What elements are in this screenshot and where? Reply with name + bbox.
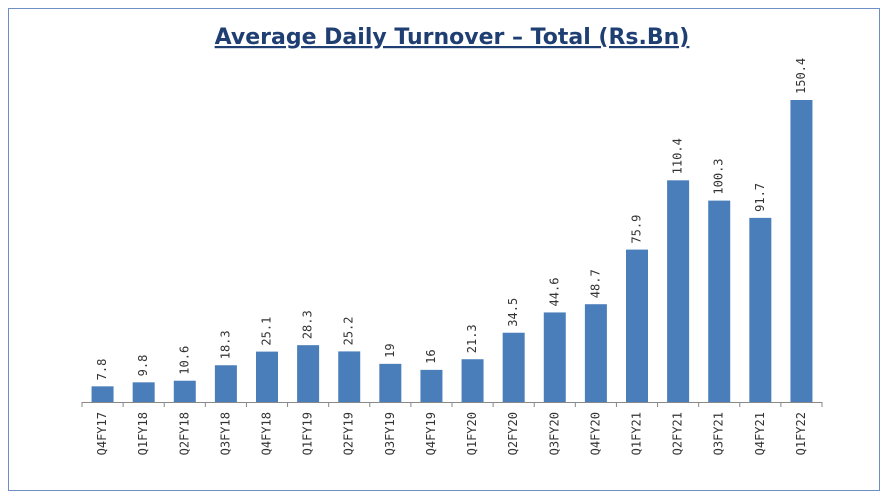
x-tick-label: Q4FY20 <box>588 412 602 455</box>
bar <box>173 380 196 402</box>
x-tick-label: Q4FY21 <box>753 412 767 455</box>
value-label: 150.4 <box>794 58 808 94</box>
x-tick-label: Q3FY20 <box>547 412 561 455</box>
value-label: 16 <box>424 349 438 363</box>
bar <box>379 363 402 402</box>
x-tick-label: Q1FY18 <box>136 412 150 455</box>
x-tick-label: Q4FY17 <box>95 412 109 455</box>
x-tick-label: Q3FY18 <box>218 412 232 455</box>
value-label: 9.8 <box>136 355 150 377</box>
value-label: 28.3 <box>301 310 315 339</box>
x-tick-label: Q1FY20 <box>465 412 479 455</box>
bar <box>708 200 731 402</box>
x-tick-label: Q4FY18 <box>260 412 274 455</box>
bar <box>91 386 114 402</box>
value-label: 100.3 <box>712 158 726 194</box>
value-label: 91.7 <box>753 183 767 212</box>
value-label: 19 <box>383 343 397 357</box>
value-label: 25.2 <box>342 316 356 345</box>
x-tick-label: Q3FY19 <box>383 412 397 455</box>
bar <box>543 312 566 402</box>
bar <box>626 249 648 402</box>
chart-title: Average Daily Turnover – Total (Rs.Bn) <box>215 25 690 50</box>
x-tick-label: Q1FY22 <box>794 412 808 455</box>
x-tick-label: Q2FY20 <box>506 412 520 455</box>
x-tick-label: Q2FY19 <box>342 412 356 455</box>
value-label: 48.7 <box>588 269 602 298</box>
bar <box>420 369 443 402</box>
value-label: 21.3 <box>465 324 479 353</box>
value-label: 25.1 <box>260 317 274 346</box>
value-label: 44.6 <box>547 278 561 307</box>
bar <box>667 180 690 402</box>
value-label: 10.6 <box>177 346 191 375</box>
bar <box>502 332 525 402</box>
bar <box>338 351 361 402</box>
bar <box>214 365 237 402</box>
bar <box>584 304 607 402</box>
bar <box>461 359 484 402</box>
bar <box>790 100 813 402</box>
value-label: 34.5 <box>506 298 520 327</box>
value-label: 75.9 <box>630 215 644 244</box>
x-tick-label: Q2FY18 <box>177 412 191 455</box>
bar <box>256 351 278 402</box>
value-label: 7.8 <box>95 359 109 381</box>
x-tick-label: Q1FY19 <box>301 412 315 455</box>
value-label: 18.3 <box>218 330 232 359</box>
bar <box>749 217 772 402</box>
frame <box>8 8 880 491</box>
x-tick-label: Q2FY21 <box>671 412 685 455</box>
bar <box>132 382 155 402</box>
x-tick-label: Q4FY19 <box>424 412 438 455</box>
value-label: 110.4 <box>671 138 685 174</box>
x-tick-label: Q1FY21 <box>630 412 644 455</box>
bar <box>297 345 320 402</box>
x-tick-label: Q3FY21 <box>712 412 726 455</box>
